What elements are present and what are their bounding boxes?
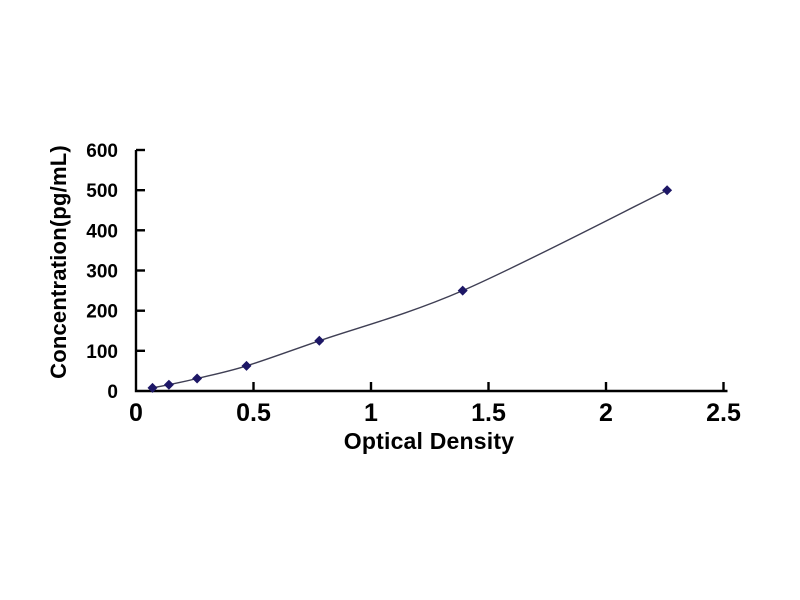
axis-frame <box>134 150 728 393</box>
x-axis-title: Optical Density <box>344 428 514 454</box>
y-tick-label: 600 <box>86 141 118 162</box>
standard-curve-series <box>147 185 673 393</box>
x-tick-label: 0.5 <box>236 399 271 427</box>
y-tick-label: 200 <box>86 302 118 323</box>
y-tick-label: 300 <box>86 262 118 283</box>
x-tick-label: 2 <box>599 399 613 427</box>
data-point-marker <box>314 335 325 346</box>
data-point-marker <box>241 360 252 371</box>
x-tick-label: 1.5 <box>471 399 506 427</box>
data-point-marker <box>662 185 673 196</box>
x-tick-label: 0 <box>129 399 143 427</box>
data-point-marker <box>192 373 203 384</box>
curve-line <box>152 189 668 389</box>
data-point-marker <box>457 285 468 296</box>
x-tick-label: 2.5 <box>706 399 741 427</box>
y-tick-label: 400 <box>86 221 118 242</box>
axes-layer: 0 100 200 300 400 500 600 0 0.5 1 1.5 2 2.5 <box>86 141 741 427</box>
x-tick-label: 1 <box>364 399 378 427</box>
data-point-marker <box>163 379 174 390</box>
y-tick-label: 100 <box>86 342 118 363</box>
y-tick-label: 500 <box>86 181 118 202</box>
y-axis-title: Concentration(pg/mL) <box>46 145 71 379</box>
data-point-marker <box>147 382 158 393</box>
y-tick-label: 0 <box>107 382 118 403</box>
